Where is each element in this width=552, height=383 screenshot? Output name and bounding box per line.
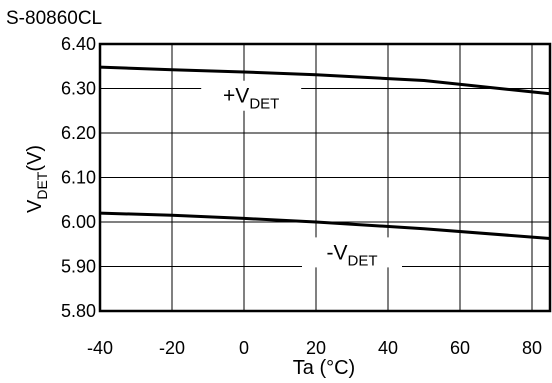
x-tick-label-4: 40 [378,338,398,358]
series-label-bg-1 [302,237,402,268]
x-tick-label-2: 0 [239,338,249,358]
chart-title: S-80860CL [6,8,102,29]
x-tick-label-3: 20 [306,338,326,358]
series-line-0 [99,65,551,96]
y-tick-label-5: 6.30 [61,79,96,99]
series-lines [99,65,551,240]
grid [99,43,550,312]
x-tick-label-0: -40 [87,338,113,358]
x-tick-label-1: -20 [159,338,185,358]
series-label-1: -VDET [327,241,378,269]
y-tick-label-3: 6.10 [61,168,96,188]
y-axis-label-suffix: (V) [24,145,46,172]
series-labels: +VDET-VDET [201,80,402,269]
y-tick-label-1: 5.90 [61,257,96,277]
series-label-bg-0 [201,80,302,111]
x-tick-labels: -40 -20 0 20 40 60 80 [87,338,542,358]
y-axis-label-sub: DET [34,171,50,199]
series-label-0: +VDET [223,85,279,113]
series-label-sub-0: DET [249,96,279,113]
series-label-main-0: +V [223,85,249,108]
y-tick-label-4: 6.20 [61,123,96,143]
y-tick-label-2: 6.00 [61,212,96,232]
x-tick-label-6: 80 [522,338,542,358]
y-tick-label-6: 6.40 [61,34,96,54]
y-tick-label-0: 5.80 [61,301,96,321]
series-line-1 [99,211,551,240]
series-label-main-1: -V [327,241,348,264]
x-axis-label: Ta (°C) [293,357,355,379]
plot-frame [98,42,552,313]
y-axis-label: VDET(V) [24,145,50,213]
series-label-sub-1: DET [348,252,378,269]
y-axis-label-main: V [24,199,46,213]
y-tick-labels: 5.80 5.90 6.00 6.10 6.20 6.30 6.40 [61,34,96,321]
x-tick-label-5: 60 [450,338,470,358]
